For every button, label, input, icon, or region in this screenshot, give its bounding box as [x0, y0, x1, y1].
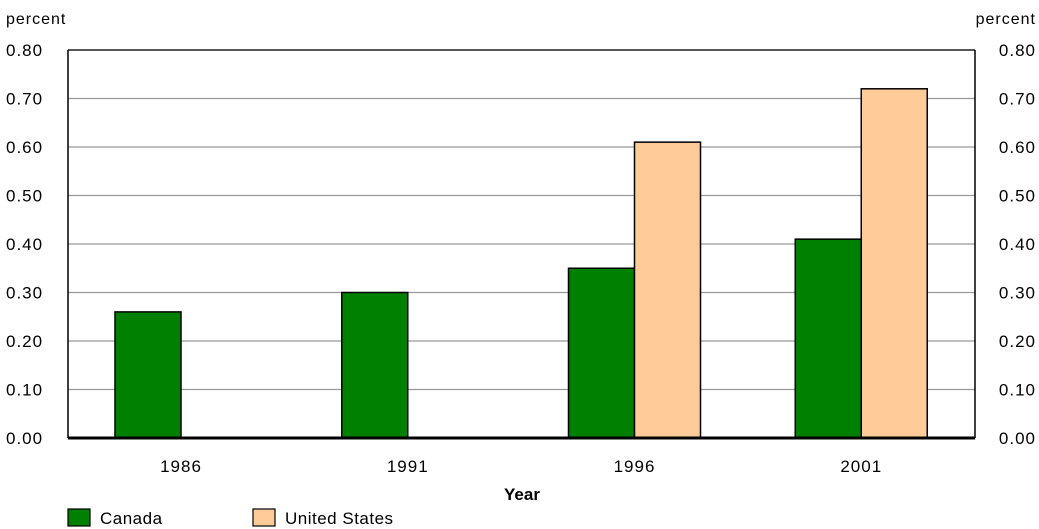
x-axis-title: Year	[504, 485, 540, 504]
y-tick-label-left: 0.70	[6, 90, 43, 109]
y-tick-label-right: 0.20	[999, 332, 1036, 351]
y-tick-label-right: 0.10	[999, 381, 1036, 400]
y-tick-label-right: 0.00	[999, 429, 1036, 448]
y-axis-right-unit: percent	[976, 11, 1036, 28]
y-tick-label-right: 0.80	[999, 41, 1036, 60]
bar-canada-1991	[341, 291, 409, 439]
y-tick-label-right: 0.30	[999, 284, 1036, 303]
bar-canada-2001	[794, 238, 862, 439]
x-tick-label: 2001	[840, 457, 882, 476]
y-axis-left-unit: percent	[6, 11, 66, 28]
bar-canada-1996	[567, 267, 636, 439]
y-axis-left-ticks: 0.00 0.10 0.20 0.30 0.40 0.50 0.60 0.70 0.80	[6, 41, 43, 448]
axes	[67, 49, 976, 440]
bars	[114, 88, 928, 439]
y-axis-right-ticks: 0.00 0.10 0.20 0.30 0.40 0.50 0.60 0.70 0.80	[999, 41, 1036, 448]
y-tick-label-left: 0.50	[6, 187, 43, 206]
legend-label-united-states: United States	[285, 509, 394, 528]
legend-label-canada: Canada	[100, 509, 163, 528]
x-tick-label: 1986	[160, 457, 202, 476]
y-tick-label-left: 0.30	[6, 284, 43, 303]
y-tick-label-left: 0.40	[6, 235, 43, 254]
bar-united-states-2001	[860, 88, 928, 439]
x-axis-ticks: 1986 1991 1996 2001	[160, 457, 882, 476]
y-tick-label-left: 0.20	[6, 332, 43, 351]
legend: Canada United States	[67, 508, 394, 528]
x-tick-label: 1996	[614, 457, 656, 476]
legend-swatch-united-states	[252, 508, 276, 527]
y-tick-label-left: 0.80	[6, 41, 43, 60]
bar-united-states-1996	[633, 141, 702, 439]
legend-swatch-canada	[67, 508, 91, 527]
gridlines	[68, 49, 975, 391]
y-tick-label-right: 0.70	[999, 90, 1036, 109]
x-tick-label: 1991	[387, 457, 429, 476]
y-tick-label-left: 0.10	[6, 381, 43, 400]
y-tick-label-right: 0.60	[999, 138, 1036, 157]
bar-canada-1986	[114, 311, 182, 439]
y-tick-label-left: 0.00	[6, 429, 43, 448]
y-tick-label-left: 0.60	[6, 138, 43, 157]
y-tick-label-right: 0.50	[999, 187, 1036, 206]
y-tick-label-right: 0.40	[999, 235, 1036, 254]
